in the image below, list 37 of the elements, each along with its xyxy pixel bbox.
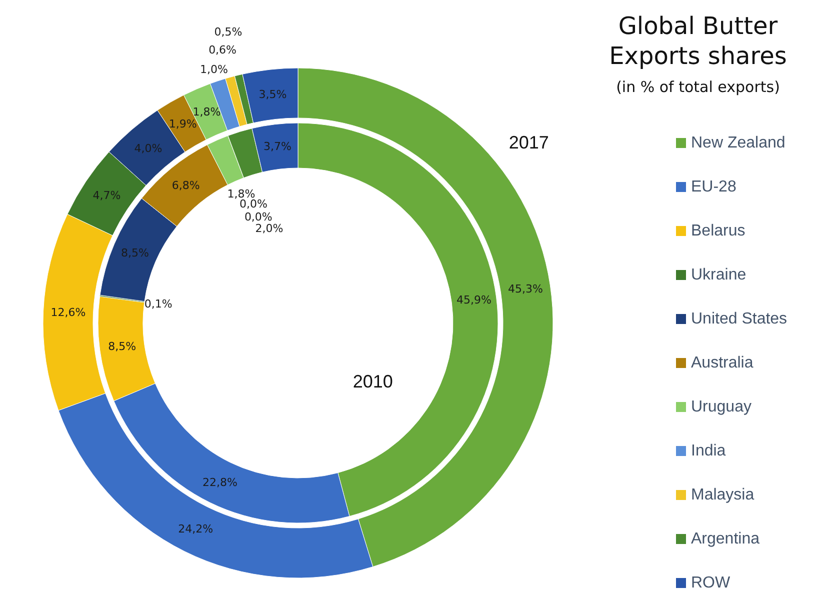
slice-label: 2010 — [352, 371, 393, 392]
data-label: 12,6% — [50, 306, 86, 320]
data-label: 3,7% — [263, 140, 292, 154]
text: 0,0% — [244, 210, 272, 224]
data-label: 1,0% — [200, 63, 228, 76]
legend-label: Uruguay — [691, 398, 752, 416]
data-label: 22,8% — [202, 476, 238, 489]
data-label: 1,8% — [227, 187, 256, 200]
slice-label: 2017 — [508, 132, 549, 153]
legend-label: Australia — [691, 354, 754, 372]
data-label: 2,0% — [255, 222, 284, 235]
text: 0,0% — [240, 198, 268, 211]
legend-label: Belarus — [691, 222, 746, 240]
data-label: 8,5% — [108, 340, 136, 354]
data-label: 6,8% — [172, 178, 200, 192]
data-label: 0,5% — [214, 26, 242, 39]
legend-label: EU-28 — [691, 178, 736, 196]
data-label: 45,9% — [456, 293, 492, 306]
data-label: 8,5% — [120, 246, 149, 260]
legend-label: Ukraine — [691, 266, 746, 284]
text: (in % of total exports) — [616, 78, 780, 96]
legend-label: New Zealand — [691, 134, 786, 152]
legend-label: India — [691, 442, 726, 460]
chart-title: Global Butter Exports shares — [609, 12, 787, 70]
data-label: 45,3% — [508, 282, 543, 296]
legend-label: United States — [691, 310, 788, 328]
data-label: 0,1% — [144, 297, 172, 310]
data-label: 3,5% — [258, 88, 287, 101]
data-label: 24,2% — [178, 522, 214, 536]
data-label: 4,7% — [92, 188, 121, 202]
data-label: 1,9% — [168, 117, 197, 130]
legend-label: ROW — [691, 574, 731, 590]
data-label: 0,6% — [208, 44, 237, 57]
data-label: 4,0% — [134, 142, 162, 155]
data-label: 1,8% — [192, 105, 221, 118]
legend-label: Malaysia — [691, 486, 754, 504]
legend-label: Argentina — [691, 530, 760, 548]
